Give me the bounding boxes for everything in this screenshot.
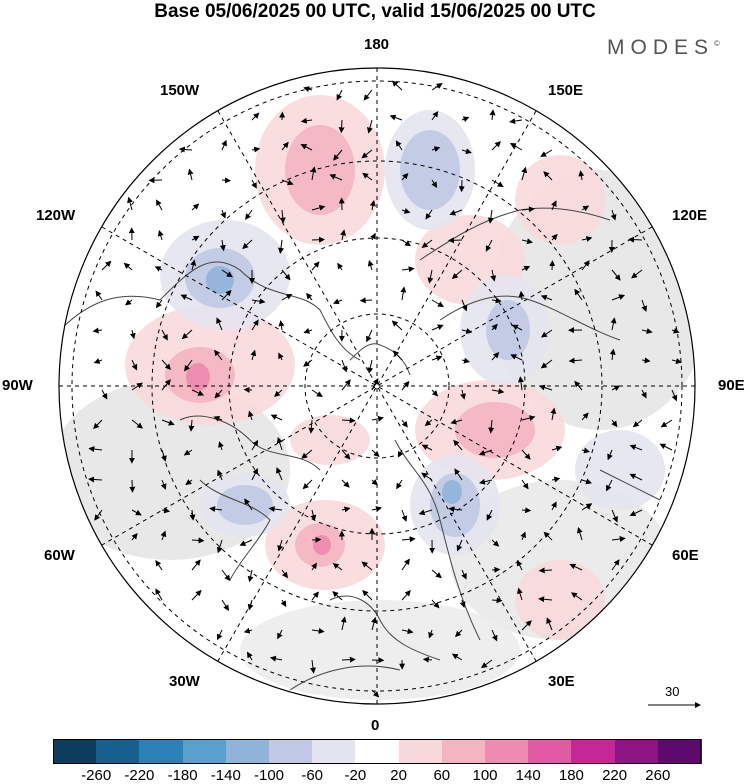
wind-vector-arrow — [132, 480, 133, 492]
colorbar-tick-label: 260 — [633, 767, 683, 784]
polar-stereographic-map — [0, 0, 750, 735]
wind-vector-arrow — [540, 570, 552, 571]
lon-label-120e: 120E — [672, 207, 707, 225]
wind-vector-arrow — [449, 240, 462, 241]
wind-vector-arrow — [342, 659, 355, 660]
wind-vector-arrow — [492, 569, 499, 570]
anomaly-contour — [575, 430, 665, 510]
wind-vector-arrow — [192, 540, 204, 541]
anomaly-contour — [290, 415, 370, 465]
wind-vector-arrow — [312, 540, 320, 541]
wind-vector-arrow — [552, 261, 553, 270]
lon-label-90e: 90E — [718, 377, 745, 395]
anomaly-contour — [285, 125, 355, 215]
lon-label-90w: 90W — [2, 377, 33, 395]
lon-label-30e: 30E — [548, 673, 575, 691]
anomaly-contour — [217, 485, 273, 525]
wind-vector-arrow — [522, 510, 530, 511]
lon-label-180: 180 — [364, 36, 389, 54]
wind-vector-arrow — [342, 420, 355, 421]
anomaly-contour — [400, 130, 460, 210]
anomaly-contour — [330, 340, 420, 420]
wind-vector-arrow — [629, 239, 642, 240]
lon-label-120w: 120W — [36, 207, 75, 225]
lon-label-60w: 60W — [44, 547, 75, 565]
lon-label-0: 0 — [371, 717, 379, 735]
anomaly-contour — [313, 535, 331, 555]
reference-vector-label: 30 — [665, 684, 679, 699]
anomaly-contour — [515, 560, 605, 640]
lon-label-30w: 30W — [169, 673, 200, 691]
anomaly-contour — [186, 363, 210, 391]
wind-vector-arrow — [492, 600, 502, 601]
wind-vector-arrow — [341, 120, 342, 132]
colorbar-frame — [53, 739, 701, 764]
anomaly-contour — [442, 480, 462, 504]
anomaly-contour — [240, 600, 520, 700]
wind-vector-arrow — [312, 240, 324, 241]
lon-label-150w: 150W — [160, 82, 199, 100]
lon-label-150e: 150E — [548, 82, 583, 100]
wind-vector-arrow — [361, 300, 372, 301]
anomaly-contour — [206, 266, 234, 294]
lon-label-60e: 60E — [672, 547, 699, 565]
